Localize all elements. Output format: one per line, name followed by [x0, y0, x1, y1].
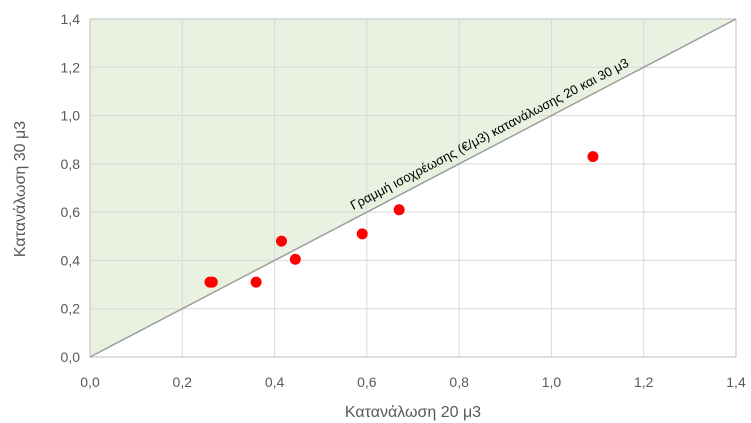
data-point	[250, 276, 262, 288]
data-point	[289, 253, 301, 265]
x-tick-label: 1,0	[542, 374, 562, 390]
axis-ticks: 0,0 0,2 0,4 0,6 0,8 1,0 1,2 1,4 0,0 0,2 0,4 0,6 0,8 1…	[61, 11, 746, 390]
x-tick-label: 1,2	[634, 374, 654, 390]
y-tick-label: 0,2	[61, 301, 81, 317]
data-point	[587, 151, 599, 163]
y-tick-label: 1,0	[61, 108, 81, 124]
x-tick-label: 0,4	[265, 374, 285, 390]
x-tick-label: 1,4	[726, 374, 746, 390]
plot-area	[89, 18, 737, 358]
x-tick-label: 0,2	[173, 374, 193, 390]
data-point	[393, 204, 405, 216]
data-point	[275, 235, 287, 247]
y-tick-label: 0,4	[61, 252, 81, 268]
x-axis-title: Κατανάλωση 20 μ3	[345, 404, 481, 421]
y-tick-label: 0,8	[61, 156, 81, 172]
x-tick-label: 0,8	[449, 374, 469, 390]
x-tick-label: 0,6	[357, 374, 377, 390]
y-tick-label: 1,4	[61, 11, 81, 27]
data-point	[206, 276, 218, 288]
y-axis-title: Κατανάλωση 30 μ3	[12, 121, 29, 257]
plot-frame	[89, 18, 737, 358]
x-tick-label: 0,0	[80, 374, 100, 390]
y-tick-label: 0,0	[61, 349, 81, 365]
y-tick-label: 0,6	[61, 204, 81, 220]
y-tick-label: 1,2	[61, 59, 81, 75]
data-point	[356, 228, 368, 240]
reference-line	[89, 18, 737, 358]
